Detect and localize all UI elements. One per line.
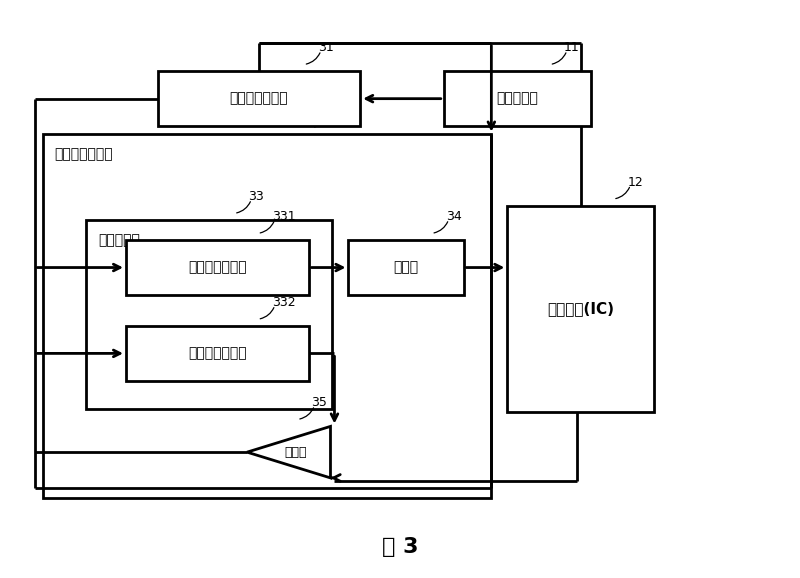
Text: 验证样本存储器: 验证样本存储器	[188, 346, 246, 361]
Bar	[158, 72, 360, 126]
Text: 11: 11	[564, 41, 579, 54]
Bar	[86, 220, 333, 409]
Text: 初始化文件: 初始化文件	[496, 92, 538, 106]
Text: 12: 12	[627, 176, 643, 189]
Text: 图 3: 图 3	[382, 536, 418, 557]
Text: 刻录样本存储器: 刻录样本存储器	[188, 261, 246, 275]
Text: 3: 3	[326, 104, 334, 117]
Text: 35: 35	[311, 396, 327, 409]
Polygon shape	[247, 427, 330, 478]
Bar	[507, 206, 654, 412]
Text: 存储器模块: 存储器模块	[98, 233, 140, 247]
Text: 31: 31	[318, 41, 334, 54]
Bar	[126, 240, 309, 295]
Bar	[126, 326, 309, 380]
Text: 比较器: 比较器	[284, 446, 306, 459]
Text: 系统控制计算机: 系统控制计算机	[230, 92, 288, 106]
Bar	[348, 240, 463, 295]
Text: 331: 331	[272, 210, 295, 223]
Bar	[444, 72, 590, 126]
Text: 集成电路(IC): 集成电路(IC)	[547, 302, 614, 317]
Text: 半导体测试机台: 半导体测试机台	[54, 147, 113, 161]
Text: 写入器: 写入器	[394, 261, 418, 275]
Bar	[42, 135, 491, 498]
Text: 332: 332	[272, 296, 295, 309]
Text: 33: 33	[248, 190, 264, 203]
Text: 34: 34	[446, 210, 462, 223]
